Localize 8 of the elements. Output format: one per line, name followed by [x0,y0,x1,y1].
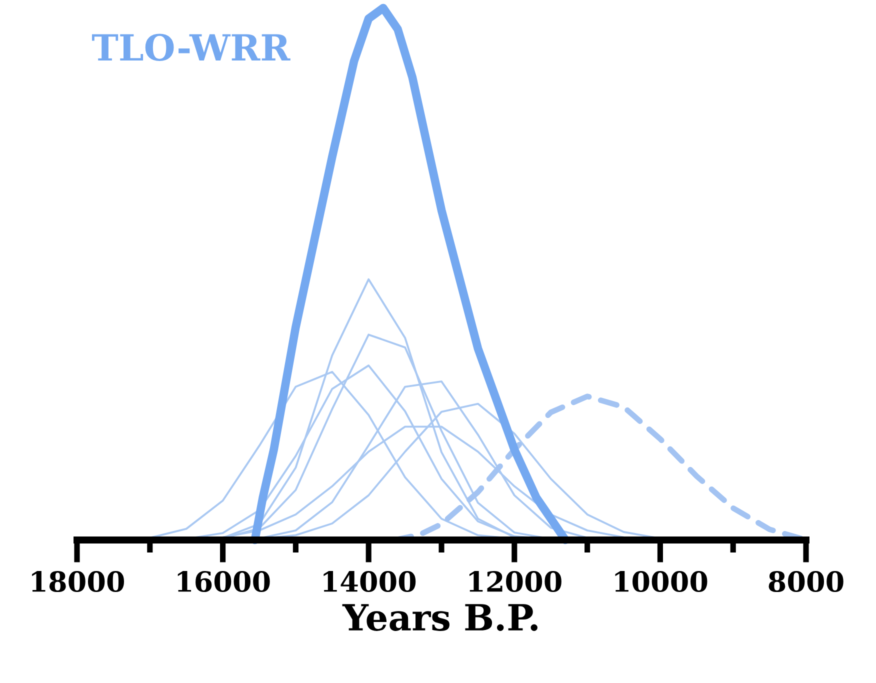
x-tick-label: 16000 [178,571,270,592]
x-tick-label: 10000 [615,571,708,592]
x-tick-label: 12000 [469,571,562,592]
series-label: TLO-WRR [92,34,290,62]
x-tick-label: 8000 [768,571,844,592]
x-tick-label: 14000 [324,571,416,592]
x-tick-label: 18000 [32,571,124,592]
x-axis-title: Years B.P. [342,604,538,631]
